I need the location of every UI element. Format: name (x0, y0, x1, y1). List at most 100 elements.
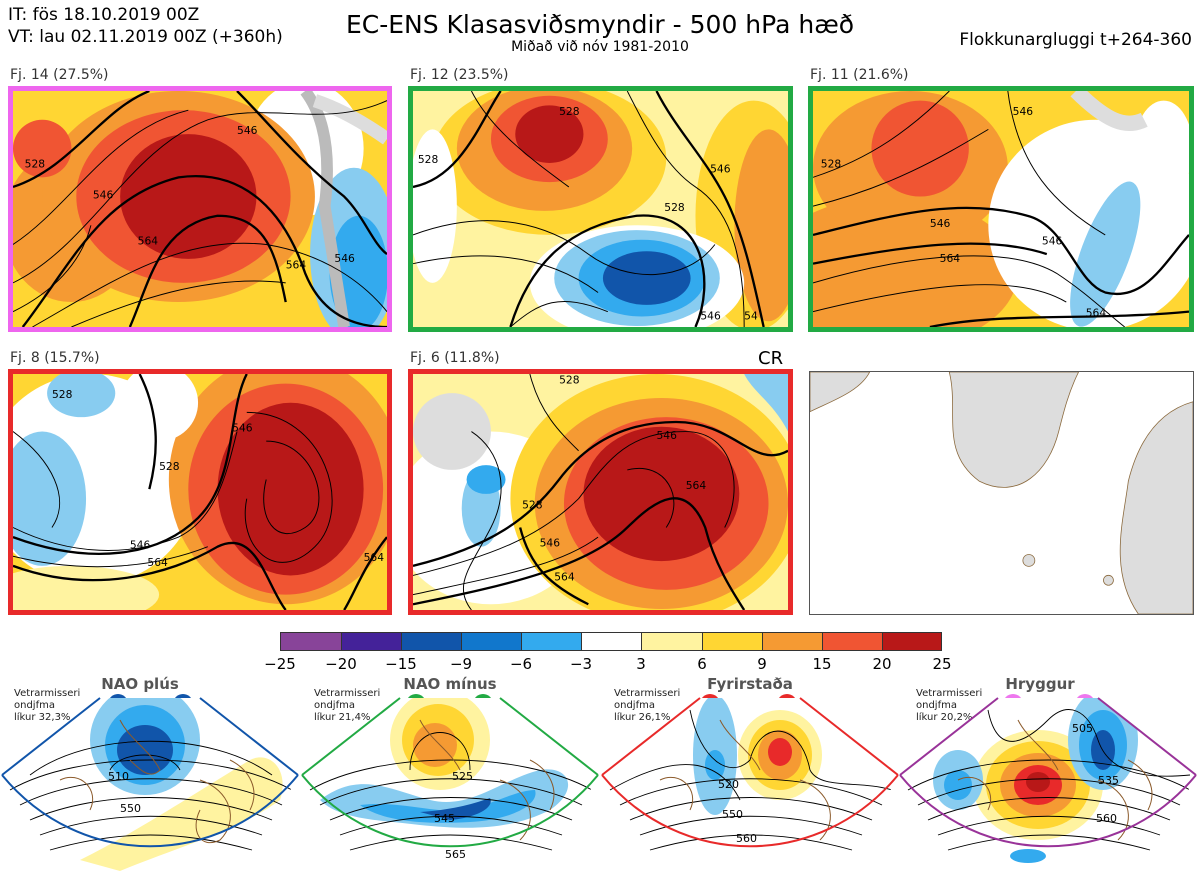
regime-info-line: ondjfma (14, 700, 55, 711)
contour-label: 564 (940, 252, 961, 265)
contour-label: 525 (452, 770, 473, 783)
colorbar-tick: 20 (872, 655, 892, 673)
colorbar-tick: −6 (509, 655, 533, 673)
colorbar-swatch (341, 632, 401, 651)
map-panel-cluster-12: 528 528 546 528 546 54 (408, 86, 793, 332)
regime-info-line: Vetrarmisseri (14, 688, 81, 699)
panel-3-label: Fj. 11 (21.6%) (810, 67, 909, 83)
contour-label: 528 (664, 201, 685, 214)
colorbar-swatch (280, 632, 341, 651)
map-panel-cluster-6: 528 546 528 546 564 564 (408, 369, 793, 615)
contour-label: 520 (718, 778, 739, 791)
colorbar-tick: −9 (449, 655, 473, 673)
regime-1-info: Vetrarmisseri ondjfma líkur 32,3% (14, 688, 80, 724)
panel-4-label: Fj. 8 (15.7%) (10, 350, 100, 366)
contour-label: 565 (445, 848, 466, 861)
contour-label: 564 (1086, 307, 1107, 320)
colorbar-swatch (521, 632, 581, 651)
contour-label: 546 (237, 124, 258, 137)
regime-info-line: ondjfma (916, 700, 957, 711)
colorbar-tick: 6 (697, 655, 707, 673)
blank-map-panel (809, 371, 1194, 615)
contour-label: 528 (418, 153, 439, 166)
regime-info-line: líkur 21,4% (314, 712, 371, 723)
regime-info-line: líkur 26,1% (614, 712, 671, 723)
contour-label: 546 (93, 189, 114, 202)
panel-1-label: Fj. 14 (27.5%) (10, 67, 109, 83)
init-time: IT: fös 18.10.2019 00Z (8, 5, 200, 25)
map-panel-cluster-14: 528 546 564 546 564 546 (8, 86, 392, 332)
contour-label: 535 (1098, 774, 1119, 787)
colorbar-tick: −20 (325, 655, 357, 673)
contour-label: 545 (434, 812, 455, 825)
colorbar-swatch (882, 632, 942, 651)
regime-2-name: NAO mínus (403, 675, 497, 693)
contour-label: 505 (1072, 722, 1093, 735)
regime-info-line: Vetrarmisseri (314, 688, 381, 699)
contour-label: 546 (700, 309, 721, 322)
contour-label: 546 (130, 539, 151, 552)
contour-label: 560 (736, 832, 757, 845)
regime-3-name: Fyrirstaða (707, 675, 793, 693)
contour-label: 564 (364, 551, 385, 564)
regime-4-info: Vetrarmisseri ondjfma líkur 20,2% (916, 688, 982, 724)
regime-1-name: NAO plús (101, 675, 179, 693)
regime-2-map: 525 545 565 (301, 697, 599, 871)
colorbar-tick: −15 (385, 655, 417, 673)
valid-time: VT: lau 02.11.2019 00Z (+360h) (8, 27, 283, 47)
colorbar-tick: −25 (264, 655, 296, 673)
colorbar-swatch (702, 632, 762, 651)
contour-label: 528 (821, 158, 842, 171)
contour-label: 528 (559, 105, 580, 118)
contour-label: 528 (559, 374, 580, 387)
regime-1-map: 510 550 (1, 697, 299, 871)
panel-5-label: Fj. 6 (11.8%) (410, 350, 500, 366)
header-info: IT: fös 18.10.2019 00Z VT: lau 02.11.201… (8, 4, 283, 48)
regime-3-info: Vetrarmisseri ondjfma líkur 26,1% (614, 688, 680, 724)
contour-label: 510 (108, 770, 129, 783)
contour-label: 528 (25, 158, 46, 171)
contour-label: 54 (744, 309, 758, 322)
contour-label: 546 (710, 163, 731, 176)
regime-info-line: Vetrarmisseri (614, 688, 681, 699)
colorbar-swatch (762, 632, 822, 651)
contour-label: 546 (1013, 105, 1034, 118)
colorbar-swatch (461, 632, 521, 651)
contour-label: 546 (657, 429, 678, 442)
contour-label: 546 (1042, 235, 1063, 248)
regime-4-map: 505 535 560 (899, 697, 1197, 871)
colorbar-tick: 25 (932, 655, 952, 673)
contour-label: 560 (1096, 812, 1117, 825)
map-panel-cluster-8: 528 546 528 546 564 564 (8, 369, 392, 615)
contour-label: 550 (722, 808, 743, 821)
regime-4-name: Hryggur (1005, 675, 1075, 693)
contour-label: 546 (232, 422, 253, 435)
contour-label: 528 (52, 388, 73, 401)
regime-info-line: líkur 32,3% (14, 712, 71, 723)
contour-label: 564 (686, 479, 707, 492)
map-panel-cluster-11: 528 546 546 564 546 564 (808, 86, 1194, 332)
regime-2-info: Vetrarmisseri ondjfma líkur 21,4% (314, 688, 380, 724)
colorbar-swatch (822, 632, 882, 651)
contour-label: 564 (138, 235, 159, 248)
colorbar-tick: 9 (757, 655, 767, 673)
contour-label: 564 (554, 570, 575, 583)
colorbar-tick: −3 (569, 655, 593, 673)
regime-info-line: ondjfma (314, 700, 355, 711)
contour-label: 546 (540, 537, 561, 550)
colorbar-swatch (641, 632, 702, 651)
contour-label: 564 (147, 556, 168, 569)
cr-label: CR (758, 348, 784, 369)
colorbar-swatch (581, 632, 641, 651)
regime-3-map: 520 550 560 (601, 697, 899, 871)
page-title: EC-ENS Klasasviðsmyndir - 500 hPa hæð (345, 10, 855, 39)
contour-label: 550 (120, 802, 141, 815)
contour-label: 528 (522, 498, 543, 511)
regime-info-line: ondjfma (614, 700, 655, 711)
colorbar-tick: 3 (636, 655, 646, 673)
regime-info-line: Vetrarmisseri (916, 688, 983, 699)
contour-label: 546 (930, 217, 951, 230)
contour-label: 564 (286, 259, 307, 272)
colorbar-tick: 15 (812, 655, 832, 673)
contour-label: 546 (334, 252, 355, 265)
